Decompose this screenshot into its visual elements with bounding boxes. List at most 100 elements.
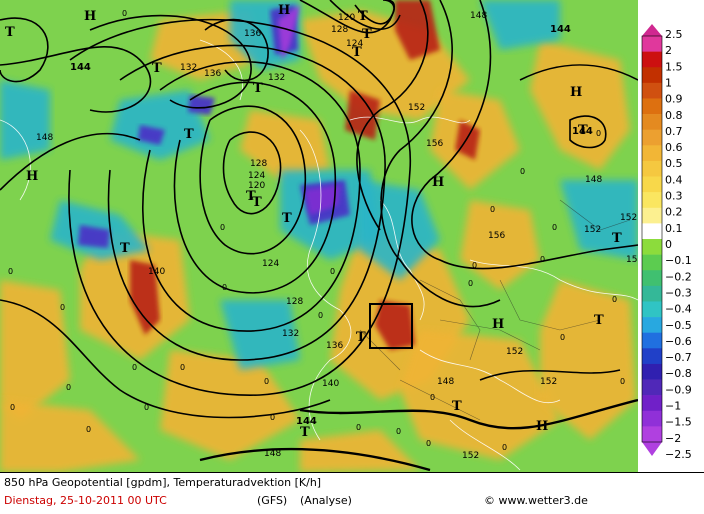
map-label: 148 [470,11,487,21]
legend-value: −0.9 [665,383,692,396]
legend-swatch [642,51,662,68]
map-label: 0 [330,267,335,276]
map-label: T [578,123,588,138]
map-label: H [570,85,582,100]
map-label: 0 [430,393,435,402]
map-label: T [282,211,292,226]
legend-value: 0.6 [665,141,683,154]
map-label: 0 [220,223,225,232]
legend-swatch [642,129,662,146]
map-label: 132 [282,329,299,339]
map-label: H [432,175,444,190]
map-label: 0 [552,223,557,232]
map-label: 0 [222,283,227,292]
map-label: H [26,169,38,184]
map-label: T [362,27,372,42]
legend-value: −0.5 [665,319,692,332]
legend-swatch [642,239,662,255]
legend-swatch [642,114,662,130]
map-label: 136 [326,341,343,351]
map-label: 120 [248,181,265,191]
legend-swatch [642,192,662,209]
map-label: 120 [338,13,355,23]
map-label: 0 [502,443,507,452]
legend-scale: 2.5 2 1.5 1 0.9 0.8 0.7 0.6 0.5 0.4 0.3 0.2 0.1 0 −0.1… [641,24,692,461]
legend-value: 1 [665,76,672,89]
legend-swatch [642,301,662,318]
map-label: 156 [426,139,443,149]
map-label: 128 [331,25,348,35]
map-label: 152 [506,347,523,357]
country-borders [359,199,631,421]
map-label: 0 [264,377,269,386]
legend-swatch [642,285,662,302]
map-label: 0 [10,403,15,412]
footer: 850 hPa Geopotential [gpdm], Temperatura… [0,472,704,514]
legend-swatch [642,160,662,177]
map-label: 152 [462,451,479,461]
legend-value: 0 [665,238,672,251]
legend-swatch [642,410,662,427]
map-title: 850 hPa Geopotential [gpdm], Temperatura… [4,476,322,489]
legend-frame [641,35,663,443]
map-label: 0 [612,295,617,304]
map-label: 0 [540,255,545,264]
analysis-label: (Analyse) [300,494,352,507]
map-label: 156 [488,231,505,241]
legend-value: −0.3 [665,286,692,299]
map-label: 0 [318,311,323,320]
legend-value: 0.5 [665,157,683,170]
map-label: T [246,189,256,204]
map-label: 0 [396,427,401,436]
map-label: T [358,9,368,24]
map-label: T [5,25,15,40]
legend-swatch [642,317,662,333]
map-label: 152 [626,255,638,265]
legend-value: 2 [665,44,672,57]
map-label: 128 [286,297,303,307]
map-label: 0 [596,129,601,138]
legend-swatch [642,363,662,380]
map-label: H [536,419,548,434]
map-label: T [184,127,194,142]
map-label: 0 [60,303,65,312]
map-label: 0 [468,279,473,288]
legend-value: 0.8 [665,109,683,122]
legend-value: 1.5 [665,60,683,73]
map-label: T [352,45,362,60]
map-label: H [492,317,504,332]
copyright-link[interactable]: © www.wetter3.de [484,494,588,507]
map-label: T [120,241,130,256]
legend-value: −0.6 [665,335,692,348]
map-label: 0 [490,205,495,214]
map-label: 0 [86,425,91,434]
map-label: 144 [70,62,91,73]
map-label: T [252,195,262,210]
legend-value: −1 [665,400,681,413]
legend-value: 0.7 [665,125,683,138]
geopotential-contours [0,0,638,472]
legend-swatch [642,223,662,240]
legend-value: −2.5 [665,448,692,461]
legend-swatch [642,67,662,84]
map-label: 140 [322,379,339,389]
legend-swatch [642,82,662,99]
map-label: 128 [250,159,267,169]
legend-swatch [642,207,662,224]
map-label: 0 [66,383,71,392]
map-label: 136 [244,29,261,39]
map-label: 148 [585,175,602,185]
map-label: 136 [204,69,221,79]
map-label: 0 [132,363,137,372]
legend-value: −1.5 [665,416,692,429]
map-label: 124 [248,171,265,181]
legend-value: −2 [665,432,681,445]
legend-value: 0.4 [665,173,683,186]
map-label: 140 [148,267,165,277]
map-label: T [300,425,310,440]
map-label: 0 [472,261,477,270]
legend-value: 2.5 [665,28,683,41]
legend-value: −0.7 [665,351,692,364]
